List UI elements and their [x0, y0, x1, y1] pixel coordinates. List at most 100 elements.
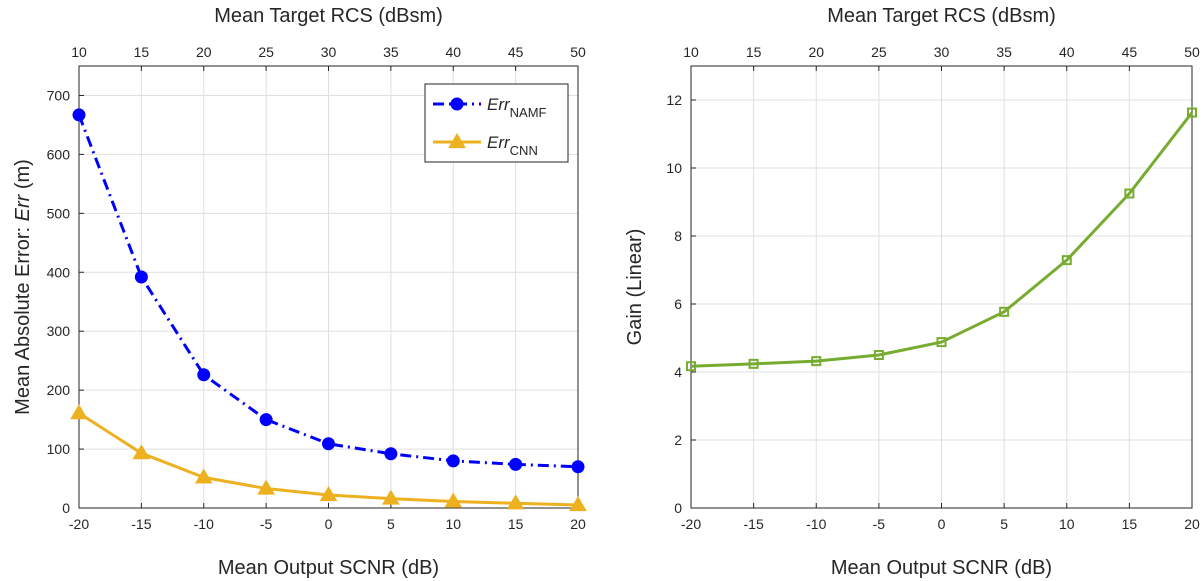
legend-box — [424, 83, 569, 163]
y-tick-label: 400 — [47, 264, 71, 280]
data-point-square — [1187, 107, 1197, 118]
x2-tick-label: 45 — [508, 44, 524, 60]
data-point-triangle — [382, 489, 400, 505]
x-tick-label: 15 — [1122, 516, 1138, 532]
data-point-triangle — [194, 468, 213, 484]
y-tick-label: 12 — [666, 92, 682, 108]
data-point-circle — [259, 413, 273, 427]
data-point-circle — [446, 454, 460, 468]
x-tick-label: -15 — [131, 516, 151, 532]
x2-tick-label: 35 — [383, 44, 399, 60]
y-tick-label: 6 — [674, 296, 682, 312]
x-tick-label: 10 — [445, 516, 461, 532]
x-tick-label: -20 — [69, 516, 89, 532]
data-point-triangle — [448, 133, 466, 149]
x-tick-label: 5 — [1000, 516, 1008, 532]
x-tick-label: -10 — [806, 516, 826, 532]
x2-axis-label: Mean Target RCS (dBsm) — [214, 5, 443, 27]
x2-axis-label: Mean Target RCS (dBsm) — [827, 5, 1056, 27]
y-tick-label: 300 — [47, 323, 71, 339]
x2-tick-label: 20 — [808, 44, 824, 60]
legend-label: ErrCNN — [487, 133, 538, 158]
y-tick-label: 100 — [47, 441, 71, 457]
x2-tick-label: 20 — [196, 44, 212, 60]
series-namf — [72, 108, 585, 474]
series-gain — [686, 107, 1197, 372]
data-point-square — [1124, 188, 1135, 199]
data-point-circle — [571, 460, 585, 474]
data-point-circle — [450, 97, 464, 111]
y-tick-label: 700 — [47, 87, 71, 103]
x-tick-label: -10 — [194, 516, 214, 532]
legend-label-main: Err — [487, 133, 511, 152]
gain-chart: -20 10 -15 15 -10 20 -5 25 0 30 5 35 10 40 15 45 20 50 0 2 4… — [624, 5, 1200, 579]
x-tick-label: 0 — [938, 516, 946, 532]
x-axis-label: Mean Output SCNR (dB) — [831, 557, 1052, 579]
x2-tick-label: 15 — [134, 44, 150, 60]
data-point-square — [873, 350, 884, 360]
series-line — [77, 114, 579, 469]
data-point-square — [999, 306, 1010, 317]
y-axis-label: Gain (Linear) — [624, 229, 646, 346]
data-point-square — [748, 358, 759, 369]
y-axis-label-prefix: Mean Absolute Error: — [12, 221, 34, 414]
data-point-square — [686, 361, 696, 372]
data-point-square — [1061, 255, 1072, 266]
y-tick-label: 8 — [674, 228, 682, 244]
legend-label-main: Err — [487, 95, 511, 114]
data-point-circle — [197, 368, 211, 382]
x-tick-label: 5 — [387, 516, 395, 532]
data-point-circle — [134, 270, 148, 284]
series-cnn — [70, 404, 587, 512]
series-line — [690, 111, 1194, 368]
x2-tick-label: 10 — [71, 44, 87, 60]
x2-tick-label: 50 — [1184, 44, 1200, 60]
legend-entry: ErrCNN — [433, 133, 538, 158]
x-tick-label: 20 — [1184, 516, 1200, 532]
x-tick-label: -5 — [873, 516, 886, 532]
y-tick-label: 4 — [674, 364, 682, 380]
y-axis-label: Mean Absolute Error: Err (m) — [12, 159, 34, 415]
x2-tick-label: 40 — [1059, 44, 1075, 60]
data-point-square — [936, 337, 947, 348]
x2-tick-label: 10 — [683, 44, 699, 60]
y-tick-label: 2 — [674, 432, 682, 448]
y-tick-label: 600 — [47, 146, 71, 162]
data-point-circle — [509, 457, 523, 471]
error-chart: -2010-1515-1020-525030535104015452050010… — [12, 5, 587, 579]
data-point-circle — [72, 108, 86, 122]
x-tick-label: 15 — [508, 516, 524, 532]
x2-tick-label: 50 — [570, 44, 586, 60]
y-tick-label: 0 — [674, 500, 682, 516]
data-point-triangle — [70, 404, 88, 420]
data-point-triangle — [506, 494, 525, 510]
data-point-triangle — [257, 479, 275, 495]
y-axis-label-suffix: (m) — [12, 159, 34, 195]
data-point-triangle — [569, 496, 587, 512]
x-axis-label: Mean Output SCNR (dB) — [218, 557, 439, 579]
x-tick-label: -5 — [260, 516, 273, 532]
x2-tick-label: 15 — [746, 44, 762, 60]
x2-tick-label: 45 — [1122, 44, 1138, 60]
y-tick-label: 200 — [47, 382, 71, 398]
x2-tick-label: 25 — [871, 44, 887, 60]
data-point-circle — [384, 447, 398, 461]
x-tick-label: -15 — [744, 516, 764, 532]
legend-label-sub: NAMF — [510, 105, 547, 120]
y-tick-label: 10 — [666, 160, 682, 176]
legend-label-sub: CNN — [510, 143, 538, 158]
y-tick-label: 500 — [47, 205, 71, 221]
x-tick-label: 10 — [1059, 516, 1075, 532]
data-point-triangle — [132, 444, 151, 460]
x2-tick-label: 30 — [934, 44, 950, 60]
data-point-square — [811, 356, 822, 367]
data-point-triangle — [319, 486, 338, 502]
x2-tick-label: 40 — [445, 44, 461, 60]
x-tick-label: -20 — [681, 516, 701, 532]
legend-entry: ErrNAMF — [433, 95, 547, 120]
x-tick-label: 20 — [570, 516, 586, 532]
data-point-circle — [322, 437, 335, 451]
x2-tick-label: 25 — [258, 44, 274, 60]
